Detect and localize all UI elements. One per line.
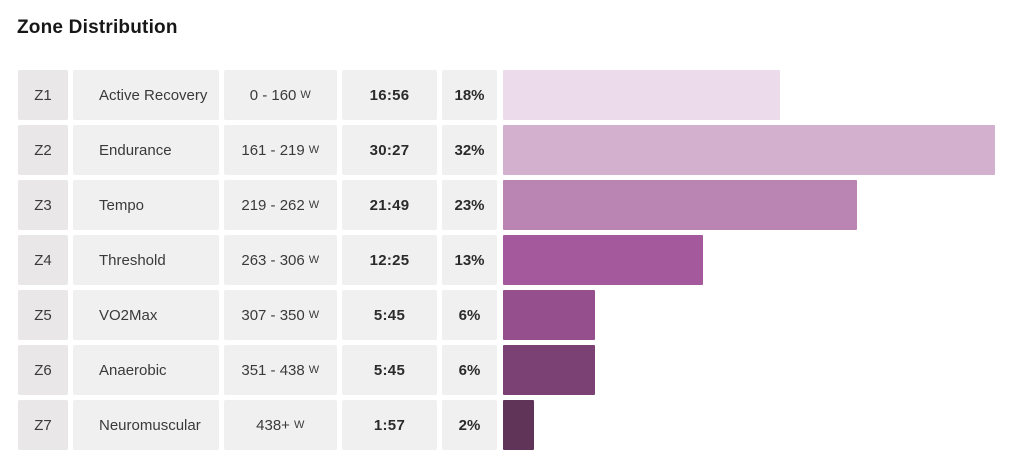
percent-cell: 18% [442, 70, 497, 120]
zone-name-cell: Tempo [73, 180, 219, 230]
power-range-value: 307 - 350 [241, 306, 305, 324]
zone-row-z6: Z6 Anaerobic 351 - 438 W 5:45 6% [18, 345, 1024, 395]
percent-cell: 2% [442, 400, 497, 450]
time-cell: 12:25 [342, 235, 437, 285]
zone-bar [503, 180, 857, 230]
zone-bar-track [503, 70, 1024, 120]
zone-name-cell: Active Recovery [73, 70, 219, 120]
power-range-value: 0 - 160 [249, 86, 297, 104]
zone-name-cell: Threshold [73, 235, 219, 285]
time-cell: 21:49 [342, 180, 437, 230]
zone-bar [503, 345, 596, 395]
zone-label-cell: Z1 [18, 70, 68, 120]
zone-row-z3: Z3 Tempo 219 - 262 W 21:49 23% [18, 180, 1024, 230]
power-unit-label: W [300, 89, 312, 101]
zone-label-cell: Z5 [18, 290, 68, 340]
power-range-value: 161 - 219 [241, 141, 305, 159]
zone-bar-track [503, 235, 1024, 285]
power-unit-label: W [308, 144, 320, 156]
percent-cell: 6% [442, 290, 497, 340]
power-range-value: 263 - 306 [241, 251, 305, 269]
zone-label-cell: Z3 [18, 180, 68, 230]
zone-name-cell: Endurance [73, 125, 219, 175]
zone-bar [503, 125, 995, 175]
zone-row-z2: Z2 Endurance 161 - 219 W 30:27 32% [18, 125, 1024, 175]
zone-row-z1: Z1 Active Recovery 0 - 160 W 16:56 18% [18, 70, 1024, 120]
zone-row-z7: Z7 Neuromuscular 438+ W 1:57 2% [18, 400, 1024, 450]
power-range-cell: 0 - 160 W [224, 70, 337, 120]
zone-bar-track [503, 400, 1024, 450]
power-unit-label: W [293, 419, 305, 431]
power-range-value: 351 - 438 [241, 361, 305, 379]
percent-cell: 23% [442, 180, 497, 230]
power-range-cell: 351 - 438 W [224, 345, 337, 395]
power-range-value: 219 - 262 [241, 196, 305, 214]
time-cell: 1:57 [342, 400, 437, 450]
power-unit-label: W [308, 199, 320, 211]
zone-label-cell: Z2 [18, 125, 68, 175]
zone-row-z5: Z5 VO2Max 307 - 350 W 5:45 6% [18, 290, 1024, 340]
percent-cell: 32% [442, 125, 497, 175]
zone-bar [503, 400, 534, 450]
zone-bar [503, 70, 780, 120]
time-cell: 5:45 [342, 345, 437, 395]
power-range-value: 438+ [256, 416, 290, 434]
zone-bar [503, 290, 596, 340]
power-range-cell: 219 - 262 W [224, 180, 337, 230]
zone-bar-track [503, 180, 1024, 230]
percent-cell: 6% [442, 345, 497, 395]
power-range-cell: 263 - 306 W [224, 235, 337, 285]
zone-name-cell: Anaerobic [73, 345, 219, 395]
zone-label-cell: Z4 [18, 235, 68, 285]
time-cell: 5:45 [342, 290, 437, 340]
power-unit-label: W [308, 364, 320, 376]
time-cell: 30:27 [342, 125, 437, 175]
zone-table: Z1 Active Recovery 0 - 160 W 16:56 18% Z2… [18, 70, 1024, 455]
power-range-cell: 307 - 350 W [224, 290, 337, 340]
power-unit-label: W [308, 309, 320, 321]
power-range-cell: 161 - 219 W [224, 125, 337, 175]
percent-cell: 13% [442, 235, 497, 285]
zone-bar [503, 235, 703, 285]
power-unit-label: W [308, 254, 320, 266]
zone-bar-track [503, 345, 1024, 395]
zone-name-cell: VO2Max [73, 290, 219, 340]
power-range-cell: 438+ W [224, 400, 337, 450]
zone-bar-track [503, 125, 1024, 175]
zone-name-cell: Neuromuscular [73, 400, 219, 450]
time-cell: 16:56 [342, 70, 437, 120]
zone-label-cell: Z7 [18, 400, 68, 450]
page-title: Zone Distribution [17, 17, 178, 38]
zone-bar-track [503, 290, 1024, 340]
zone-label-cell: Z6 [18, 345, 68, 395]
zone-row-z4: Z4 Threshold 263 - 306 W 12:25 13% [18, 235, 1024, 285]
